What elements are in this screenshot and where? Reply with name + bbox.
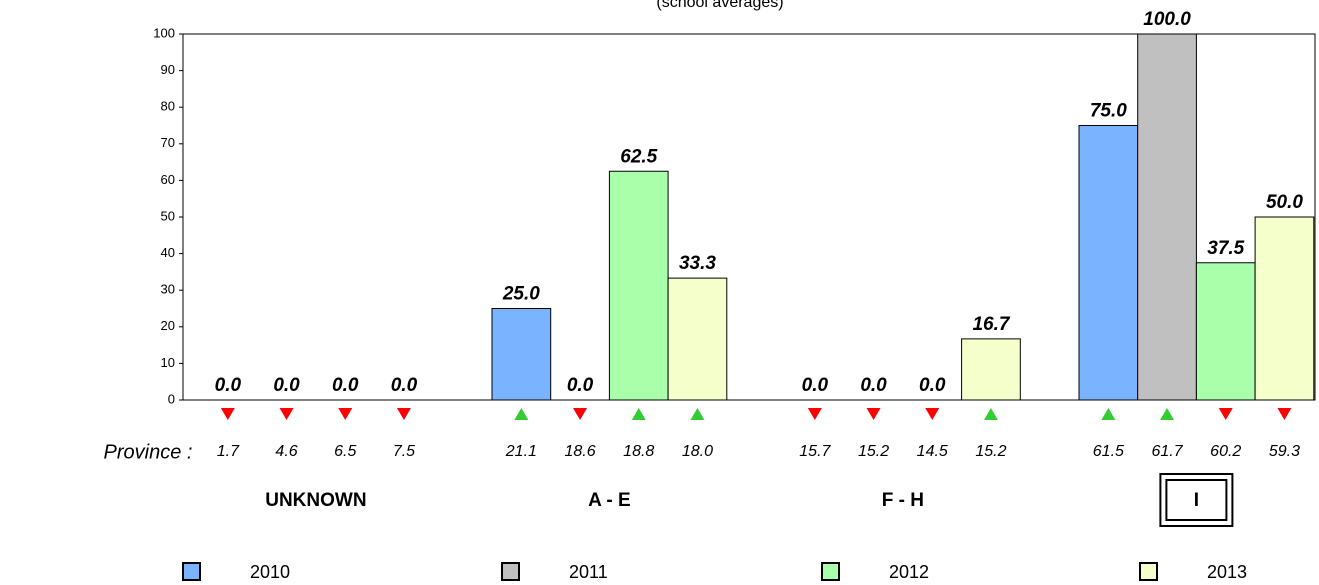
- legend-swatch: [501, 562, 520, 581]
- value-label: 0.0: [919, 375, 946, 396]
- value-label: 0.0: [273, 375, 300, 396]
- group-label: A - E: [588, 490, 631, 511]
- province-arrow: [1101, 408, 1116, 420]
- province-arrow: [514, 408, 529, 420]
- bar: [1195, 262, 1256, 401]
- legend-swatch: [182, 562, 201, 581]
- province-value: 15.7: [799, 443, 831, 460]
- bar: [1078, 125, 1139, 401]
- y-tick-label: 90: [161, 62, 175, 77]
- legend-swatch: [1139, 562, 1158, 581]
- province-arrow: [631, 408, 646, 420]
- province-arrow: [925, 408, 940, 420]
- province-value: 15.2: [858, 443, 889, 460]
- value-label: 75.0: [1090, 101, 1127, 122]
- highlight-box: [1159, 473, 1234, 527]
- value-label: 0.0: [391, 375, 418, 396]
- y-tick-label: 80: [161, 99, 175, 114]
- legend-swatch: [821, 562, 840, 581]
- province-value: 6.5: [334, 443, 356, 460]
- y-tick-label: 40: [161, 245, 175, 260]
- value-label: 100.0: [1143, 9, 1191, 30]
- group-label: I: [1194, 490, 1199, 511]
- y-tick-label: 50: [161, 208, 175, 223]
- legend-label: 2013: [1207, 562, 1247, 582]
- value-label: 50.0: [1266, 192, 1303, 213]
- province-value: 15.2: [975, 443, 1006, 460]
- province-arrow: [338, 408, 353, 420]
- bar: [667, 277, 728, 401]
- y-tick-label: 60: [161, 172, 175, 187]
- province-value: 1.7: [217, 443, 240, 460]
- province-arrow: [866, 408, 881, 420]
- province-value: 18.8: [623, 443, 654, 460]
- legend-label: 2010: [250, 562, 290, 582]
- bar: [961, 338, 1021, 401]
- province-arrow: [279, 408, 294, 420]
- province-value: 18.0: [682, 443, 713, 460]
- province-value: 61.5: [1093, 443, 1124, 460]
- group-label: F - H: [882, 490, 924, 511]
- y-tick-label: 20: [161, 318, 175, 333]
- value-label: 0.0: [332, 375, 359, 396]
- province-label: Province :: [104, 441, 193, 463]
- chart-subtitle: (school averages): [656, 0, 783, 11]
- bar: [608, 170, 669, 401]
- province-arrow: [807, 408, 822, 420]
- highlight-box: [1165, 479, 1228, 521]
- y-tick-label: 100: [153, 25, 175, 40]
- province-value: 21.1: [505, 443, 537, 460]
- bar: [1137, 33, 1197, 401]
- value-label: 37.5: [1207, 238, 1244, 259]
- group-label: UNKNOWN: [265, 490, 366, 511]
- province-value: 4.6: [275, 443, 297, 460]
- value-label: 62.5: [620, 146, 657, 167]
- province-arrow: [1277, 408, 1292, 420]
- province-arrow: [1218, 408, 1233, 420]
- bar: [491, 308, 552, 401]
- province-arrow: [1160, 408, 1175, 420]
- province-value: 18.6: [564, 443, 595, 460]
- province-arrow: [690, 408, 705, 420]
- value-label: 0.0: [802, 375, 829, 396]
- value-label: 16.7: [972, 314, 1010, 335]
- province-value: 59.3: [1269, 443, 1300, 460]
- province-value: 60.2: [1210, 443, 1241, 460]
- legend-label: 2012: [889, 562, 929, 582]
- province-arrow: [396, 408, 411, 420]
- y-tick-label: 70: [161, 135, 175, 150]
- value-label: 0.0: [215, 375, 242, 396]
- y-tick-label: 0: [168, 391, 175, 406]
- province-value: 7.5: [393, 443, 415, 460]
- y-tick-label: 30: [161, 282, 175, 297]
- province-arrow: [573, 408, 588, 420]
- value-label: 0.0: [567, 375, 594, 396]
- legend-label: 2011: [569, 562, 608, 582]
- value-label: 33.3: [679, 253, 716, 274]
- province-value: 14.5: [917, 443, 948, 460]
- value-label: 0.0: [860, 375, 887, 396]
- province-arrow: [983, 408, 998, 420]
- province-value: 61.7: [1151, 443, 1183, 460]
- value-label: 25.0: [502, 284, 540, 305]
- bar: [1254, 216, 1315, 401]
- y-tick-label: 10: [161, 355, 175, 370]
- province-arrow: [220, 408, 235, 420]
